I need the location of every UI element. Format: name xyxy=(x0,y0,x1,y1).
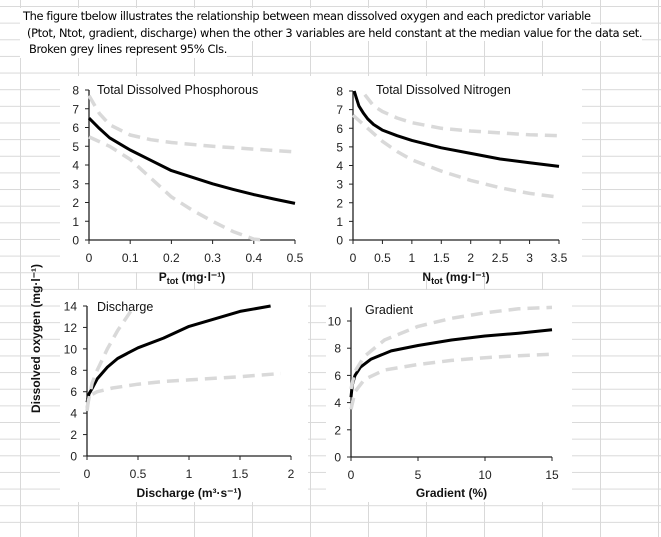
x-tick-label: 0.1 xyxy=(122,251,139,265)
x-axis-label-main: Gradient (%) xyxy=(416,486,487,500)
y-tick-label: 8 xyxy=(72,84,79,98)
x-tick-label: 5 xyxy=(415,468,422,482)
y-tick-label: 1 xyxy=(72,215,79,229)
mean-fit-line xyxy=(87,117,296,205)
y-tick-label: 4 xyxy=(334,396,341,410)
figure-caption: The figure tbelow illustrates the relati… xyxy=(20,8,660,58)
x-tick-label: 10 xyxy=(478,468,492,482)
chart-title: Total Dissolved Nitrogen xyxy=(376,83,511,97)
x-axis-label-unit: (mg·l⁻¹) xyxy=(178,270,225,284)
chart-title: Total Dissolved Phosphorous xyxy=(97,83,258,97)
x-axis-label-unit: (mg·l⁻¹) xyxy=(443,270,490,284)
lower-ci-line xyxy=(88,135,263,242)
x-tick-label: 0.5 xyxy=(287,251,304,265)
x-tick-label: 0.2 xyxy=(163,251,180,265)
y-tick-label: 0 xyxy=(72,234,79,248)
lower-ci-line xyxy=(85,371,281,412)
x-axis-label: Discharge (m³·s⁻¹) xyxy=(136,486,241,500)
x-tick-label: 1 xyxy=(409,251,416,265)
caption-line-2: (Ptot, Ntot, gradient, discharge) when t… xyxy=(20,24,642,42)
y-tick-label: 0 xyxy=(70,450,77,464)
y-tick-label: 3 xyxy=(72,177,79,191)
x-tick-label: 1.5 xyxy=(232,467,249,481)
y-tick-label: 6 xyxy=(334,369,341,383)
chart-nitrogen: 0 1 2 3 4 5 6 7 8 0 0.5 1 1.5 2 2.5 3 3.5 Total Dissolved… xyxy=(336,83,567,286)
x-tick-label: 1.5 xyxy=(433,251,450,265)
x-axis-label-main: P xyxy=(159,270,167,284)
x-axis-label-main: Discharge (m³·s⁻¹) xyxy=(136,486,241,500)
x-tick-label: 2 xyxy=(288,467,295,481)
x-tick-label: 0.5 xyxy=(130,467,147,481)
lower-ci-line xyxy=(351,113,560,199)
chart-panel-bottom-left xyxy=(60,290,308,502)
y-tick-label: 2 xyxy=(72,196,79,210)
y-tick-label: 8 xyxy=(336,85,343,99)
chart-panel-top xyxy=(60,76,582,272)
y-tick-label: 2 xyxy=(334,423,341,437)
x-tick-label: 0 xyxy=(348,468,355,482)
upper-ci-line xyxy=(87,94,296,154)
y-tick-label: 4 xyxy=(72,159,79,173)
x-axis-label: Ntot (mg·l⁻¹) xyxy=(422,270,489,286)
x-tick-label: 0.3 xyxy=(204,251,221,265)
y-tick-label: 7 xyxy=(336,103,343,117)
y-tick-label: 7 xyxy=(72,102,79,116)
x-tick-label: 2 xyxy=(467,251,474,265)
x-axis-label-subscript: tot xyxy=(431,276,443,286)
x-axis-label-main: N xyxy=(422,270,431,284)
x-tick-label: 0.4 xyxy=(245,251,262,265)
y-tick-label: 1 xyxy=(336,215,343,229)
upper-ci-line xyxy=(85,307,135,409)
y-tick-label: 8 xyxy=(334,342,341,356)
y-tick-label: 6 xyxy=(336,122,343,136)
x-tick-label: 1 xyxy=(186,467,193,481)
y-tick-label: 4 xyxy=(336,159,343,173)
y-tick-label: 3 xyxy=(336,178,343,192)
chart-gradient: 0 2 4 6 8 10 0 5 10 15 Gradient Gradient (%) xyxy=(328,303,559,500)
x-tick-label: 0 xyxy=(86,251,93,265)
x-tick-label: 0.5 xyxy=(374,251,391,265)
upper-ci-line xyxy=(363,93,560,138)
y-tick-label: 10 xyxy=(328,315,342,329)
y-tick-label: 2 xyxy=(70,428,77,442)
y-tick-label: 0 xyxy=(334,451,341,465)
mean-fit-line xyxy=(352,90,560,168)
x-axis-label: Ptot (mg·l⁻¹) xyxy=(159,270,226,286)
x-tick-label: 0 xyxy=(84,467,91,481)
chart-discharge: 0 2 4 6 8 10 12 14 0 0.5 1 1.5 2 Discharge Discharge (… xyxy=(64,300,295,501)
chart-title: Discharge xyxy=(97,300,153,314)
upper-ci-line xyxy=(349,305,553,390)
caption-line-1: The figure tbelow illustrates the relati… xyxy=(20,8,591,25)
y-tick-label: 10 xyxy=(64,342,78,356)
y-tick-label: 12 xyxy=(64,321,78,335)
chart-title: Gradient xyxy=(365,303,413,317)
x-tick-label: 3.5 xyxy=(551,251,568,265)
y-tick-label: 5 xyxy=(72,140,79,154)
y-tick-label: 6 xyxy=(70,385,77,399)
x-axis-label: Gradient (%) xyxy=(416,486,487,500)
chart-panel-bottom-right xyxy=(326,290,572,502)
x-axis-label-subscript: tot xyxy=(167,276,179,286)
caption-line-3: Broken grey lines represent 95% CIs. xyxy=(20,41,227,58)
lower-ci-line xyxy=(349,352,553,410)
x-tick-label: 0 xyxy=(350,251,357,265)
y-tick-label: 8 xyxy=(70,364,77,378)
y-tick-label: 5 xyxy=(336,140,343,154)
x-tick-label: 3 xyxy=(526,251,533,265)
chart-phosphorous: 0 1 2 3 4 5 6 7 8 0 0.1 0.2 0.3 0.4 0.5 Total Dissolved… xyxy=(72,83,303,286)
y-tick-label: 2 xyxy=(336,196,343,210)
y-tick-label: 14 xyxy=(64,300,78,314)
x-tick-label: 2.5 xyxy=(492,251,509,265)
y-tick-label: 0 xyxy=(336,234,343,248)
y-tick-label: 4 xyxy=(70,407,77,421)
mean-fit-line xyxy=(349,328,553,398)
x-tick-label: 15 xyxy=(545,468,559,482)
y-tick-label: 6 xyxy=(72,121,79,135)
shared-y-axis-label: Dissolved oxygen (mg·l⁻¹) xyxy=(29,264,43,413)
